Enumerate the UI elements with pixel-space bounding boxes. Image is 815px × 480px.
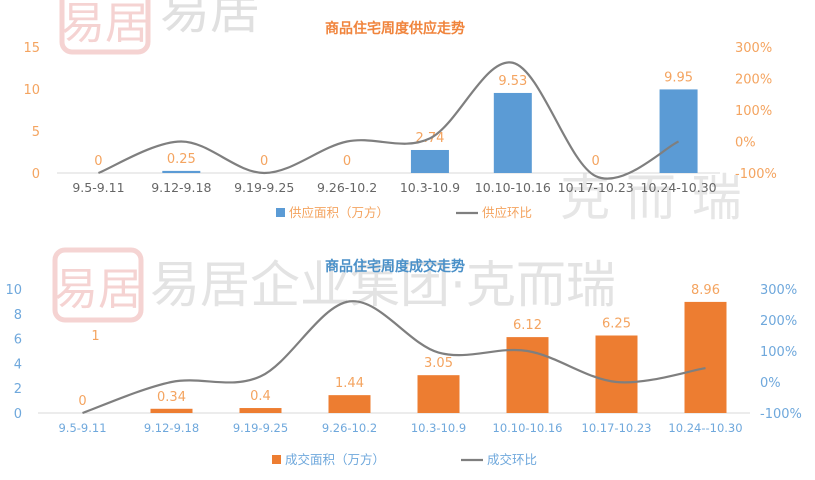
bar [417,375,460,413]
chart-1: 商品住宅周度供应走势 0 5 10 15 -100% 0% 100% 200% 300% 0 0.25… [23,20,776,220]
x-tick-label: 9.5-9.11 [58,421,106,435]
bar [493,92,532,173]
legend-bar-swatch [276,208,285,217]
bar [410,149,449,173]
x-tick-label: 10.17-10.23 [558,180,634,195]
bar-data-label: 0 [94,154,102,169]
chart-2: 商品住宅周度成交走势 0 2 4 6 8 10 -100% 0% 100% 200% 300% 0 0.3… [5,258,801,467]
y-right-tick-label: 100% [735,104,772,119]
bar-data-label: 0 [592,154,600,169]
bar [506,337,549,413]
x-tick-label: 10.24-10.30 [641,180,717,195]
bar [328,395,371,413]
bar-data-label: 9.53 [498,74,527,89]
y-right-tick-label: 200% [735,73,772,88]
y-right-tick-label: 0% [760,376,781,391]
y-left-tick-label: 2 [14,382,22,397]
series-line [82,300,706,415]
bar [162,170,201,173]
y-left-tick-label: 10 [23,83,40,98]
x-tick-label: 9.19-9.25 [234,180,294,195]
y-right-tick-label: 100% [760,345,797,360]
chart-1-title: 商品住宅周度供应走势 [325,20,465,37]
legend-bar-swatch [272,455,281,464]
legend-line-label: 成交环比 [487,452,537,467]
x-tick-label: 10.17-10.23 [582,421,652,435]
bar-data-label: 6.12 [513,318,542,333]
bar [239,408,282,413]
series-line [98,61,680,180]
bar [150,408,193,413]
y-right-tick-label: 0% [735,136,756,151]
bar-data-label: 9.95 [664,70,693,85]
y-right-tick-label: 300% [760,283,797,298]
y-left-tick-label: 0 [32,167,40,182]
y-left-tick-label: 8 [14,308,22,323]
bar-data-label: 1.44 [335,376,364,391]
bar-data-label: 8.96 [691,283,720,298]
x-tick-label: 9.12-9.18 [151,180,211,195]
x-tick-label: 10.24--10.30 [668,421,742,435]
x-tick-label: 9.12-9.18 [144,421,199,435]
y-right-tick-label: -100% [735,167,777,182]
x-tick-label: 10.10-10.16 [475,180,551,195]
bar-data-label: 3.05 [424,356,453,371]
bar-data-label: 0.25 [167,152,196,167]
bar-data-label: 6.25 [602,317,631,332]
legend-bar-label: 成交面积（万方） [285,452,385,467]
y-left-tick-label: 15 [23,41,40,56]
y-left-tick-label: 6 [14,333,22,348]
bar-data-label: 0 [78,394,86,409]
stray-data-label: 1 [91,329,99,344]
bar [595,335,638,413]
chart-2-title: 商品住宅周度成交走势 [325,258,465,275]
y-right-tick-label: 300% [735,41,772,56]
y-left-tick-label: 4 [14,357,22,372]
bar-data-label: 0 [260,154,268,169]
bar-data-label: 0 [343,154,351,169]
bar-data-label: 0.34 [157,390,186,405]
x-tick-label: 9.5-9.11 [72,180,124,195]
legend-line-label: 供应环比 [482,205,532,220]
y-right-tick-label: 200% [760,314,797,329]
x-tick-label: 9.19-9.25 [233,421,288,435]
x-tick-label: 10.3-10.9 [411,421,466,435]
bar-data-label: 0.4 [250,389,271,404]
y-left-tick-label: 5 [32,125,40,140]
x-tick-label: 10.10-10.16 [493,421,563,435]
y-left-tick-label: 0 [14,407,22,422]
x-tick-label: 10.3-10.9 [400,180,460,195]
legend-bar-label: 供应面积（万方） [289,205,389,220]
x-tick-label: 9.26-10.2 [317,180,377,195]
y-right-tick-label: -100% [760,407,802,422]
x-tick-label: 9.26-10.2 [322,421,377,435]
bar [659,89,698,173]
bar [684,301,727,413]
y-left-tick-label: 10 [5,283,22,298]
